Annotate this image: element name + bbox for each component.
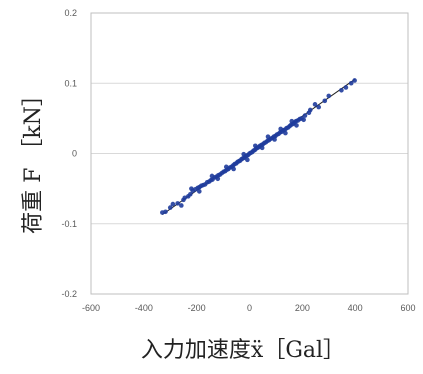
- data-point: [167, 205, 173, 210]
- data-point: [265, 134, 271, 139]
- data-point: [245, 157, 250, 163]
- data-point: [312, 102, 318, 107]
- x-tick-label: 0: [247, 303, 252, 313]
- data-point: [294, 123, 299, 128]
- data-point: [326, 93, 332, 99]
- scatter-points: [160, 78, 357, 215]
- data-point: [348, 80, 354, 86]
- x-tick-label: 600: [400, 303, 415, 313]
- data-point: [209, 173, 215, 179]
- data-point: [272, 137, 277, 142]
- data-point: [343, 85, 349, 90]
- y-tick-labels: -0.2 -0.1 0 0.1 0.2: [61, 8, 77, 299]
- x-tick-label: 400: [348, 303, 363, 313]
- x-axis-title: 入力加速度ẍ［Gal］: [141, 338, 345, 363]
- x-tick-label: -600: [82, 303, 100, 313]
- data-point: [283, 130, 288, 136]
- data-point: [302, 113, 308, 118]
- data-point: [339, 87, 344, 93]
- data-point: [189, 186, 194, 191]
- y-tick-label: -0.1: [61, 219, 77, 229]
- data-point: [188, 191, 193, 197]
- y-axis-title: 荷重 F ［kN］: [21, 84, 46, 234]
- data-point: [197, 189, 202, 194]
- data-point: [278, 126, 283, 132]
- x-tick-label: 200: [295, 303, 310, 313]
- y-tick-label: 0.2: [64, 8, 77, 18]
- data-point: [289, 118, 295, 124]
- data-point: [307, 107, 313, 113]
- data-point: [223, 164, 229, 170]
- data-point: [215, 176, 221, 182]
- x-tick-label: -200: [188, 303, 206, 313]
- data-point: [352, 78, 357, 83]
- data-point: [316, 104, 322, 110]
- data-point: [181, 197, 186, 203]
- y-tick-label: -0.2: [61, 289, 77, 299]
- data-point: [175, 201, 180, 206]
- data-point: [301, 117, 306, 123]
- data-point: [170, 201, 176, 207]
- data-point: [163, 209, 168, 215]
- x-tick-label: -400: [135, 303, 153, 313]
- data-point: [241, 151, 246, 157]
- data-point: [253, 143, 258, 149]
- data-point: [179, 203, 184, 208]
- x-tick-labels: -600 -400 -200 0 200 400 600: [82, 303, 416, 313]
- data-point: [231, 166, 236, 172]
- data-point: [322, 98, 328, 104]
- plot-area: [90, 12, 409, 295]
- y-tick-label: 0.1: [64, 78, 77, 88]
- y-tick-label: 0: [72, 149, 77, 159]
- data-point: [259, 145, 265, 151]
